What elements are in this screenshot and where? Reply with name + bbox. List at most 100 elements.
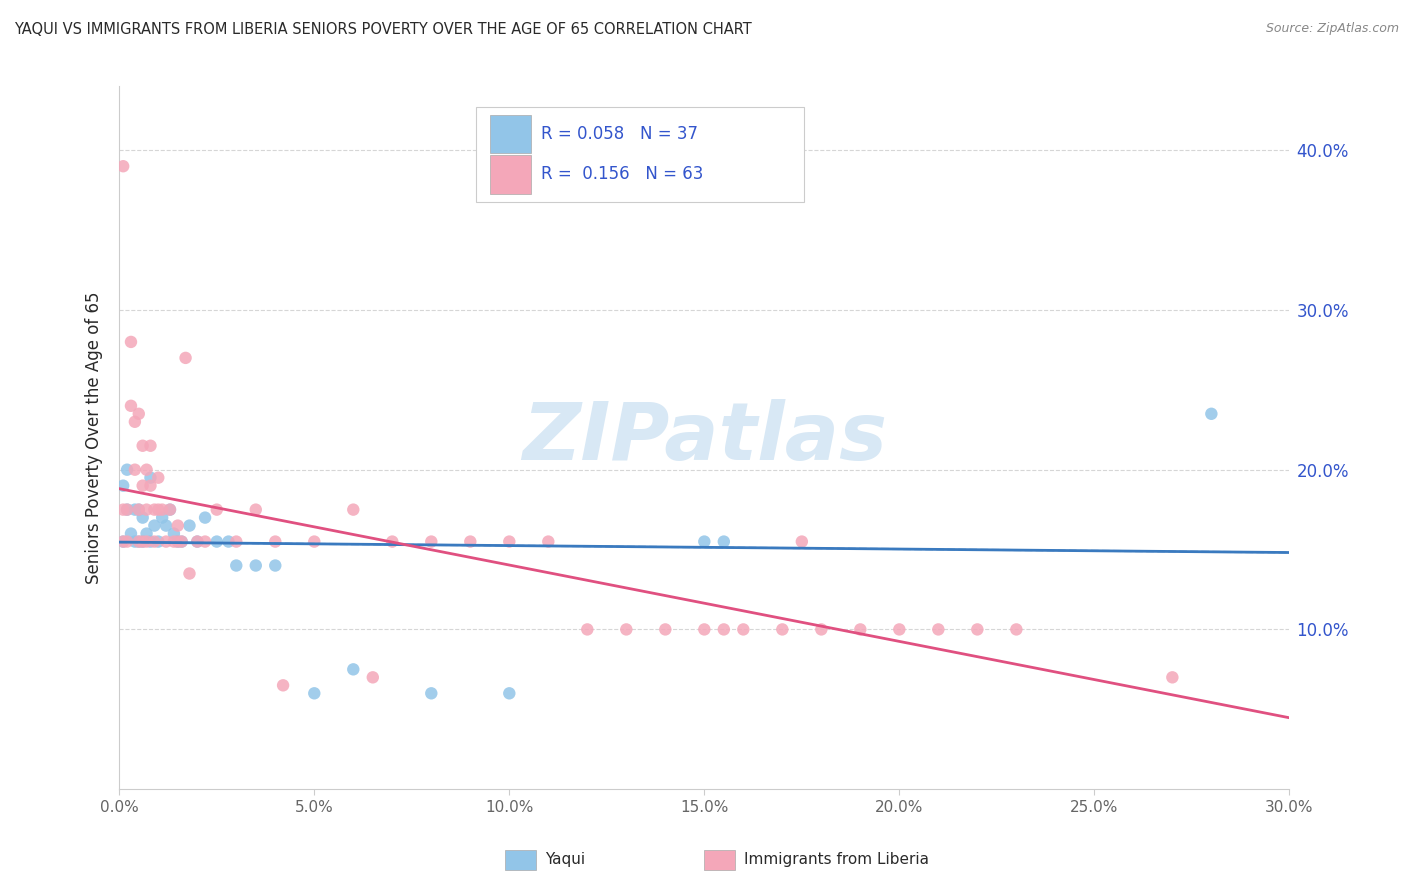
Point xyxy=(194,510,217,524)
Point xyxy=(124,534,146,549)
Point xyxy=(163,526,186,541)
Point xyxy=(150,502,173,516)
Point xyxy=(128,534,150,549)
Bar xyxy=(491,115,531,153)
Point xyxy=(150,510,173,524)
Point xyxy=(143,534,166,549)
Point xyxy=(810,623,832,637)
Point xyxy=(225,534,247,549)
Point xyxy=(135,526,157,541)
Point xyxy=(654,623,676,637)
Point xyxy=(135,502,157,516)
Point xyxy=(498,534,520,549)
Point xyxy=(205,502,228,516)
Point xyxy=(112,502,135,516)
Point xyxy=(148,502,170,516)
Point xyxy=(271,678,294,692)
Point xyxy=(112,534,135,549)
Point xyxy=(537,534,560,549)
Point xyxy=(131,478,153,492)
Point xyxy=(166,534,188,549)
Point xyxy=(143,518,166,533)
Point xyxy=(1161,670,1184,684)
Point xyxy=(115,502,138,516)
Point xyxy=(120,334,142,349)
Text: R =  0.156   N = 63: R = 0.156 N = 63 xyxy=(540,165,703,183)
Point xyxy=(135,463,157,477)
Point xyxy=(159,502,181,516)
Point xyxy=(135,534,157,549)
Point xyxy=(128,502,150,516)
Point xyxy=(733,623,755,637)
Bar xyxy=(477,107,804,202)
Point xyxy=(264,558,287,573)
Point xyxy=(245,502,267,516)
Point xyxy=(420,686,443,700)
Point xyxy=(1005,623,1028,637)
Point xyxy=(186,534,208,549)
Point xyxy=(889,623,911,637)
Point xyxy=(131,439,153,453)
Point xyxy=(131,510,153,524)
Point xyxy=(186,534,208,549)
Point xyxy=(966,623,988,637)
Point xyxy=(115,502,138,516)
Point xyxy=(304,534,326,549)
Point xyxy=(115,463,138,477)
Point xyxy=(139,439,162,453)
Point xyxy=(381,534,404,549)
Point xyxy=(131,534,153,549)
Point xyxy=(458,534,481,549)
Point xyxy=(693,534,716,549)
Point xyxy=(124,502,146,516)
Point xyxy=(179,518,201,533)
Point xyxy=(194,534,217,549)
Point xyxy=(155,534,177,549)
Point xyxy=(163,534,186,549)
Point xyxy=(304,686,326,700)
Point xyxy=(770,623,793,637)
Bar xyxy=(491,155,531,194)
Y-axis label: Seniors Poverty Over the Age of 65: Seniors Poverty Over the Age of 65 xyxy=(86,292,103,584)
Point xyxy=(155,518,177,533)
Point xyxy=(115,534,138,549)
Point xyxy=(128,407,150,421)
Point xyxy=(205,534,228,549)
Point xyxy=(128,534,150,549)
Point xyxy=(120,526,142,541)
Point xyxy=(713,534,735,549)
Point xyxy=(849,623,872,637)
Point xyxy=(576,623,599,637)
Point xyxy=(139,471,162,485)
Text: Immigrants from Liberia: Immigrants from Liberia xyxy=(744,853,929,867)
Point xyxy=(166,518,188,533)
Point xyxy=(174,351,197,365)
Point xyxy=(218,534,240,549)
Point xyxy=(713,623,735,637)
Point xyxy=(614,623,637,637)
Point xyxy=(179,566,201,581)
Point xyxy=(693,623,716,637)
Point xyxy=(120,399,142,413)
Point xyxy=(148,534,170,549)
Text: Source: ZipAtlas.com: Source: ZipAtlas.com xyxy=(1265,22,1399,36)
Point xyxy=(927,623,949,637)
Point xyxy=(148,471,170,485)
Point xyxy=(498,686,520,700)
Point xyxy=(143,502,166,516)
Point xyxy=(342,502,364,516)
Point xyxy=(112,534,135,549)
Point xyxy=(170,534,193,549)
Point xyxy=(124,415,146,429)
Point xyxy=(342,662,364,676)
Text: YAQUI VS IMMIGRANTS FROM LIBERIA SENIORS POVERTY OVER THE AGE OF 65 CORRELATION : YAQUI VS IMMIGRANTS FROM LIBERIA SENIORS… xyxy=(14,22,752,37)
Point xyxy=(112,159,135,173)
Point xyxy=(264,534,287,549)
Point xyxy=(128,502,150,516)
Point xyxy=(361,670,384,684)
Point xyxy=(166,534,188,549)
Point xyxy=(159,502,181,516)
Point xyxy=(131,534,153,549)
Point xyxy=(420,534,443,549)
Text: ZIPatlas: ZIPatlas xyxy=(522,399,887,476)
